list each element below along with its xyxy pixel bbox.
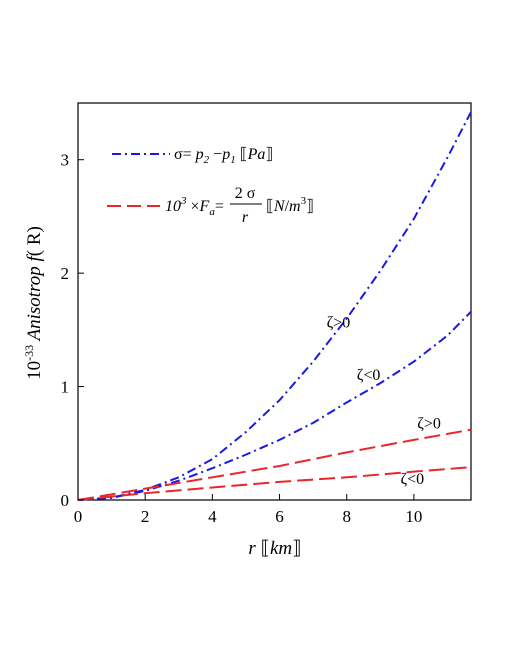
legend-fa-denominator: r [242, 209, 249, 226]
x-tick-label-2: 4 [208, 507, 217, 526]
x-tick-label-0: 0 [74, 507, 83, 526]
curve-annotation-3: ζ<0 [400, 471, 424, 488]
x-tick-label-5: 10 [405, 507, 422, 526]
curve-annotation-2: ζ>0 [417, 416, 441, 433]
y-tick-label-3: 3 [61, 151, 70, 170]
legend-fa-units: ⟦N/m3⟧ [266, 195, 314, 215]
curve-annotation-0: ζ>0 [327, 315, 351, 332]
ticks-layer: 0 2 4 6 8 10 0 1 2 3 [61, 151, 423, 526]
series-line-1 [77, 311, 472, 501]
series-line-3 [77, 466, 472, 501]
series-line-2 [77, 428, 472, 501]
y-tick-label-2: 2 [61, 264, 70, 283]
x-tick-label-1: 2 [141, 507, 150, 526]
plot-frame [77, 102, 472, 501]
legend-fa-numerator: 2 σ [235, 185, 256, 202]
legend: σ= p2 −p1 ⟦Pa⟧ 103 ×Fa= 2 σ r ⟦N/m3⟧ [107, 146, 314, 226]
y-axis-label: 10-33 Anisotrop f( R) [22, 226, 45, 380]
x-axis-label: r ⟦km⟧ [248, 538, 301, 559]
series-layer [77, 111, 472, 501]
y-tick-label-1: 1 [61, 378, 70, 397]
x-tick-label-3: 6 [275, 507, 284, 526]
curve-annotation-1: ζ<0 [357, 367, 381, 384]
plot-border [77, 102, 472, 501]
legend-sigma-label: σ= p2 −p1 ⟦Pa⟧ [174, 146, 273, 166]
y-tick-label-0: 0 [61, 491, 70, 510]
annotations-layer: ζ>0 ζ<0 ζ>0 ζ<0 [327, 315, 441, 489]
legend-fa-label: 103 ×Fa= [165, 195, 224, 218]
series-line-0 [77, 111, 472, 501]
x-tick-label-4: 8 [342, 507, 351, 526]
